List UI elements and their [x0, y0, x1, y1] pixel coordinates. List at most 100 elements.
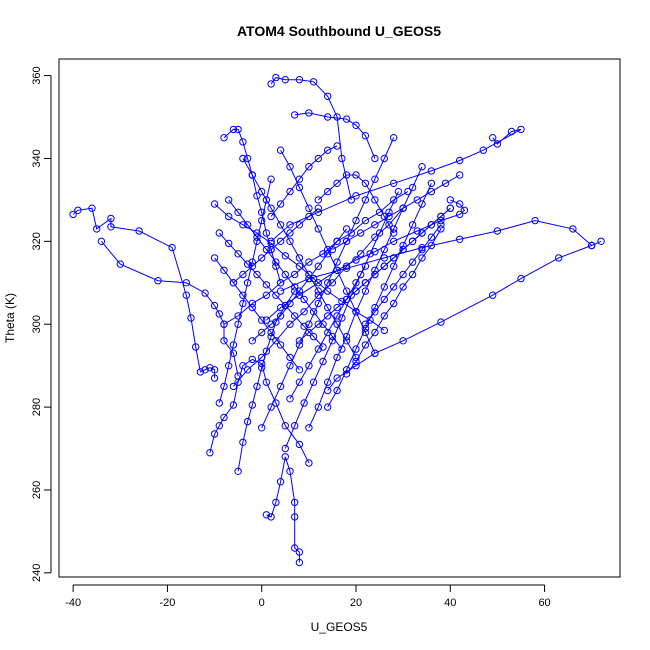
data-point: [437, 318, 445, 326]
data-point: [361, 341, 370, 349]
track-line: [346, 228, 442, 375]
data-point: [357, 270, 365, 279]
data-point: [333, 374, 341, 382]
data-point: [333, 113, 341, 121]
data-point: [361, 328, 370, 337]
data-point: [305, 274, 313, 283]
track-line: [270, 145, 338, 217]
data-point: [333, 386, 341, 395]
data-point: [352, 192, 360, 200]
data-point: [479, 146, 487, 154]
data-point: [399, 337, 407, 345]
data-point: [371, 175, 379, 183]
data-point: [262, 196, 271, 204]
data-point: [206, 449, 214, 457]
track-line: [251, 228, 347, 342]
track-line: [233, 207, 319, 284]
x-tick-label: 0: [259, 597, 265, 609]
data-point: [295, 548, 304, 556]
data-point: [357, 229, 365, 237]
data-point: [361, 196, 370, 204]
data-point: [390, 254, 398, 262]
data-point: [97, 237, 106, 246]
data-point: [342, 287, 351, 295]
data-point: [295, 76, 304, 84]
data-point: [493, 227, 502, 235]
data-point: [371, 266, 379, 274]
data-point: [324, 312, 332, 320]
data-point: [276, 312, 285, 320]
data-point: [295, 378, 304, 386]
y-tick-label: 340: [31, 149, 43, 167]
data-point: [253, 270, 261, 279]
y-axis-label: Theta (K): [3, 293, 17, 343]
data-point: [371, 349, 379, 357]
data-point: [276, 341, 285, 349]
flight-track: [258, 134, 398, 432]
data-point: [342, 115, 351, 123]
data-point: [229, 125, 238, 134]
track-line: [72, 207, 216, 379]
data-point: [220, 382, 228, 391]
data-point: [262, 347, 271, 355]
flight-track: [248, 225, 351, 345]
data-point: [309, 78, 318, 86]
data-point: [276, 279, 285, 287]
data-point: [427, 241, 436, 250]
data-point: [361, 320, 370, 328]
data-point: [300, 295, 308, 304]
data-point: [324, 187, 332, 196]
data-point: [286, 299, 294, 308]
data-point: [328, 279, 337, 287]
data-point: [281, 76, 289, 84]
data-point: [281, 422, 289, 430]
data-point: [281, 444, 289, 453]
data-point: [305, 424, 313, 432]
data-point: [531, 216, 539, 225]
track-line: [214, 257, 300, 371]
data-point: [262, 378, 271, 386]
data-point: [380, 295, 388, 304]
data-point: [437, 225, 445, 233]
data-point: [243, 366, 252, 374]
data-point: [333, 237, 341, 246]
data-point: [314, 204, 322, 212]
data-point: [314, 154, 322, 163]
series-layer: [69, 73, 605, 567]
data-point: [597, 237, 605, 246]
data-point: [456, 156, 464, 165]
data-point: [314, 287, 322, 295]
data-point: [276, 221, 285, 229]
data-point: [229, 349, 238, 357]
data-point: [319, 357, 327, 366]
data-point: [324, 146, 332, 154]
data-point: [295, 221, 304, 229]
data-point: [276, 237, 285, 246]
data-point: [456, 200, 464, 208]
flight-track: [262, 196, 469, 324]
data-point: [338, 154, 346, 163]
data-point: [258, 316, 266, 324]
track-line: [289, 265, 366, 400]
track-line: [237, 290, 296, 472]
data-point: [229, 382, 238, 391]
data-point: [234, 250, 242, 258]
flight-track: [286, 262, 370, 403]
data-point: [347, 229, 355, 237]
data-point: [371, 248, 379, 256]
data-point: [361, 262, 370, 270]
data-point: [324, 328, 332, 337]
data-point: [361, 287, 370, 295]
data-point: [291, 283, 299, 291]
data-point: [272, 498, 280, 507]
data-point: [276, 146, 285, 154]
data-point: [295, 558, 304, 567]
data-point: [295, 175, 304, 183]
data-point: [286, 395, 294, 403]
track-line: [223, 191, 409, 325]
data-point: [489, 134, 497, 142]
data-point: [234, 320, 242, 328]
data-point: [291, 111, 299, 119]
data-point: [314, 279, 322, 287]
data-point: [220, 320, 228, 328]
